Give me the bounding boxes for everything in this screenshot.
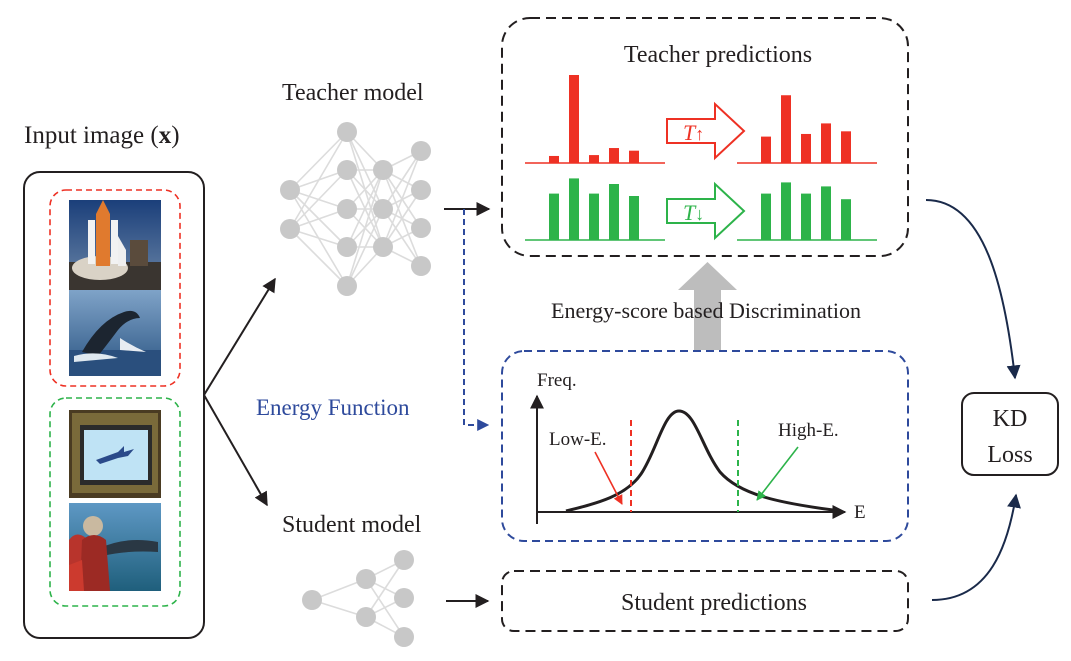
teacher-predictions-box <box>501 17 909 257</box>
red-after-bar <box>761 136 771 163</box>
discrimination-label: Energy-score based Discrimination <box>551 298 861 323</box>
teacher-net-edge <box>289 208 348 230</box>
student-net-node <box>356 607 376 627</box>
green-before-bar <box>569 178 579 240</box>
red-after-bar <box>821 123 831 163</box>
green-after-bar <box>801 193 811 240</box>
teacher-to-loss-curve <box>925 199 1021 380</box>
teacher-net-node <box>337 122 357 142</box>
green-before-bar <box>609 184 619 240</box>
teacher-net-edge <box>346 208 384 287</box>
energy-plot-box <box>501 350 909 542</box>
energy-x-label: E <box>854 502 866 523</box>
red-after-bar <box>781 95 791 163</box>
green-after-bar <box>761 193 771 240</box>
temperature-up-arrow: T↑ <box>666 101 746 161</box>
red-before-bar <box>589 155 599 163</box>
red-after-bar <box>801 133 811 163</box>
ood-group-border <box>49 189 181 387</box>
space-shuttle-photo <box>69 200 161 290</box>
energy-distribution-curve <box>565 409 834 513</box>
teacher-net-edge <box>289 131 348 230</box>
teacher-net-edge <box>289 228 348 287</box>
student-model-label: Student model <box>282 512 422 538</box>
kd-loss-line2: Loss <box>987 442 1032 468</box>
teacher-net-node <box>373 160 393 180</box>
teacher-net-node <box>411 180 431 200</box>
teacher-bar-charts <box>525 75 877 241</box>
teacher-net-node <box>280 219 300 239</box>
teacher-net-node <box>337 160 357 180</box>
red-before-bar <box>629 150 639 163</box>
red-before-bar <box>609 148 619 163</box>
student-net-node <box>394 627 414 647</box>
teacher-net-node <box>337 276 357 296</box>
energy-y-label: Freq. <box>537 370 577 391</box>
green-before-bar <box>589 193 599 240</box>
student-to-loss-curve <box>931 493 1021 601</box>
id-group-border <box>49 397 181 607</box>
teacher-net-edge <box>382 189 422 248</box>
teacher-net-node <box>411 256 431 276</box>
energy-plot: Freq. E Low-E. High-E. <box>530 370 866 524</box>
discrimination-up-arrow <box>678 262 737 350</box>
green-after-bar <box>821 186 831 240</box>
teacher-net-edge <box>346 169 384 287</box>
svg-text:T↑: T↑ <box>683 120 704 145</box>
red-before-bar <box>569 75 579 163</box>
student-net-node <box>356 569 376 589</box>
input-image-title: Input image (x) <box>24 122 180 149</box>
svg-text:T↓: T↓ <box>683 200 704 225</box>
input-to-student-arrow <box>203 394 268 507</box>
teacher-net-edge <box>289 131 348 191</box>
green-after-bar <box>841 199 851 240</box>
teacher-net-edge <box>346 169 384 248</box>
green-after-bar <box>781 182 791 240</box>
kd-loss-box <box>961 392 1059 476</box>
student-net-node <box>394 550 414 570</box>
teacher-predictions-title: Teacher predictions <box>624 42 812 68</box>
teacher-net-node <box>411 141 431 161</box>
student-predictions-title: Student predictions <box>621 590 807 616</box>
temperature-down-arrow: T↓ <box>666 181 746 241</box>
teacher-net-node <box>337 237 357 257</box>
teacher-network <box>280 122 431 296</box>
low-energy-label: Low-E. <box>549 429 607 450</box>
teacher-net-node <box>337 199 357 219</box>
high-energy-label: High-E. <box>778 420 839 441</box>
student-network <box>302 550 414 647</box>
whale-breach-photo <box>69 290 161 376</box>
green-before-bar <box>629 196 639 240</box>
teacher-model-label: Teacher model <box>282 80 424 106</box>
teacher-net-edge <box>382 150 422 210</box>
teacher-net-edge <box>382 150 422 248</box>
red-before-bar <box>549 155 559 163</box>
teacher-net-node <box>373 199 393 219</box>
energy-function-dashed-arrow <box>463 209 490 431</box>
airplane-on-monitor-photo <box>69 410 161 498</box>
kd-loss-line1: KD <box>993 406 1028 432</box>
input-to-teacher-arrow <box>203 277 276 396</box>
teacher-net-edge <box>289 169 348 230</box>
teacher-net-node <box>280 180 300 200</box>
energy-function-label: Energy Function <box>256 395 410 420</box>
teacher-net-node <box>411 218 431 238</box>
student-net-edge <box>365 559 405 618</box>
red-after-bar <box>841 131 851 163</box>
input-image-panel <box>23 171 205 639</box>
student-net-node <box>394 588 414 608</box>
student-predictions-box <box>501 570 909 632</box>
people-watching-whale-photo <box>69 503 161 591</box>
teacher-net-node <box>373 237 393 257</box>
low-energy-pointer <box>594 451 623 505</box>
student-net-node <box>302 590 322 610</box>
green-before-bar <box>549 193 559 240</box>
high-energy-pointer <box>756 446 799 501</box>
